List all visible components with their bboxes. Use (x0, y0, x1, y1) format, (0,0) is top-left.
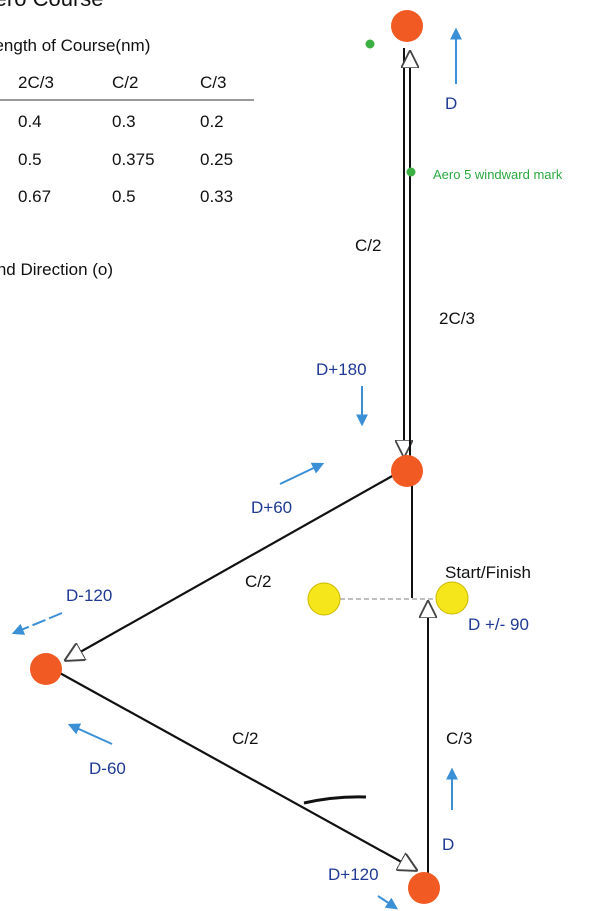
table-header-2c3: 2C/3 (18, 73, 54, 92)
windward-mark (391, 10, 423, 42)
table-cell: 0.33 (200, 187, 233, 206)
table-header-c3: C/3 (200, 73, 226, 92)
wind-direction-label: Wind Direction (o) (0, 260, 113, 279)
table-cell: 0.5 (112, 187, 136, 206)
direction-label-top: D (445, 94, 457, 113)
table-cell: 0.4 (18, 112, 42, 131)
arrow-down-right-icon (377, 895, 398, 910)
table-caption: Length of Course(nm) (0, 36, 150, 55)
offset-mark (391, 455, 423, 487)
aero5-windward-mark-label: Aero 5 windward mark (433, 167, 563, 182)
table-cell: 0.25 (200, 150, 233, 169)
reach-leg-lower (57, 671, 416, 870)
table-header-c2: C/2 (112, 73, 138, 92)
direction-label-d120: D+120 (328, 865, 379, 884)
page-title: Aero Course (0, 0, 104, 11)
table-cell: 0.2 (200, 112, 224, 131)
direction-label-d180: D+180 (316, 360, 367, 379)
aero5-windward-mark-icon (406, 167, 416, 177)
wing-mark (30, 653, 62, 685)
arrow-up-right-icon (279, 462, 325, 485)
table-cell: 0.375 (112, 150, 155, 169)
start-finish-label: Start/Finish (445, 563, 531, 582)
direction-label-d60: D+60 (251, 498, 292, 517)
direction-label-d-pm-90: D +/- 90 (468, 615, 529, 634)
direction-label-d-minus-60: D-60 (89, 759, 126, 778)
leg-label-final: C/3 (446, 729, 472, 748)
direction-label-d-minus-120: D-120 (66, 586, 112, 605)
leeward-mark (408, 872, 440, 904)
table-cell: 0.5 (18, 150, 42, 169)
table-cell: 0.3 (112, 112, 136, 131)
start-pin-buoy (307, 582, 341, 616)
start-committee-buoy (435, 581, 469, 615)
direction-label-right: D (442, 835, 454, 854)
arrow-down-left-icon (11, 612, 63, 635)
arrow-up-left-icon (67, 723, 113, 745)
leg-label-upwind-right: 2C/3 (439, 309, 475, 328)
leg-label-upwind-left: C/2 (355, 236, 381, 255)
green-dot-icon (365, 39, 375, 49)
reach-leg-upper (66, 474, 395, 660)
table-cell: 0.67 (18, 187, 51, 206)
leg-label-reach-upper: C/2 (245, 572, 271, 591)
leg-label-reach-lower: C/2 (232, 729, 258, 748)
hand-drawn-stroke (303, 795, 367, 805)
